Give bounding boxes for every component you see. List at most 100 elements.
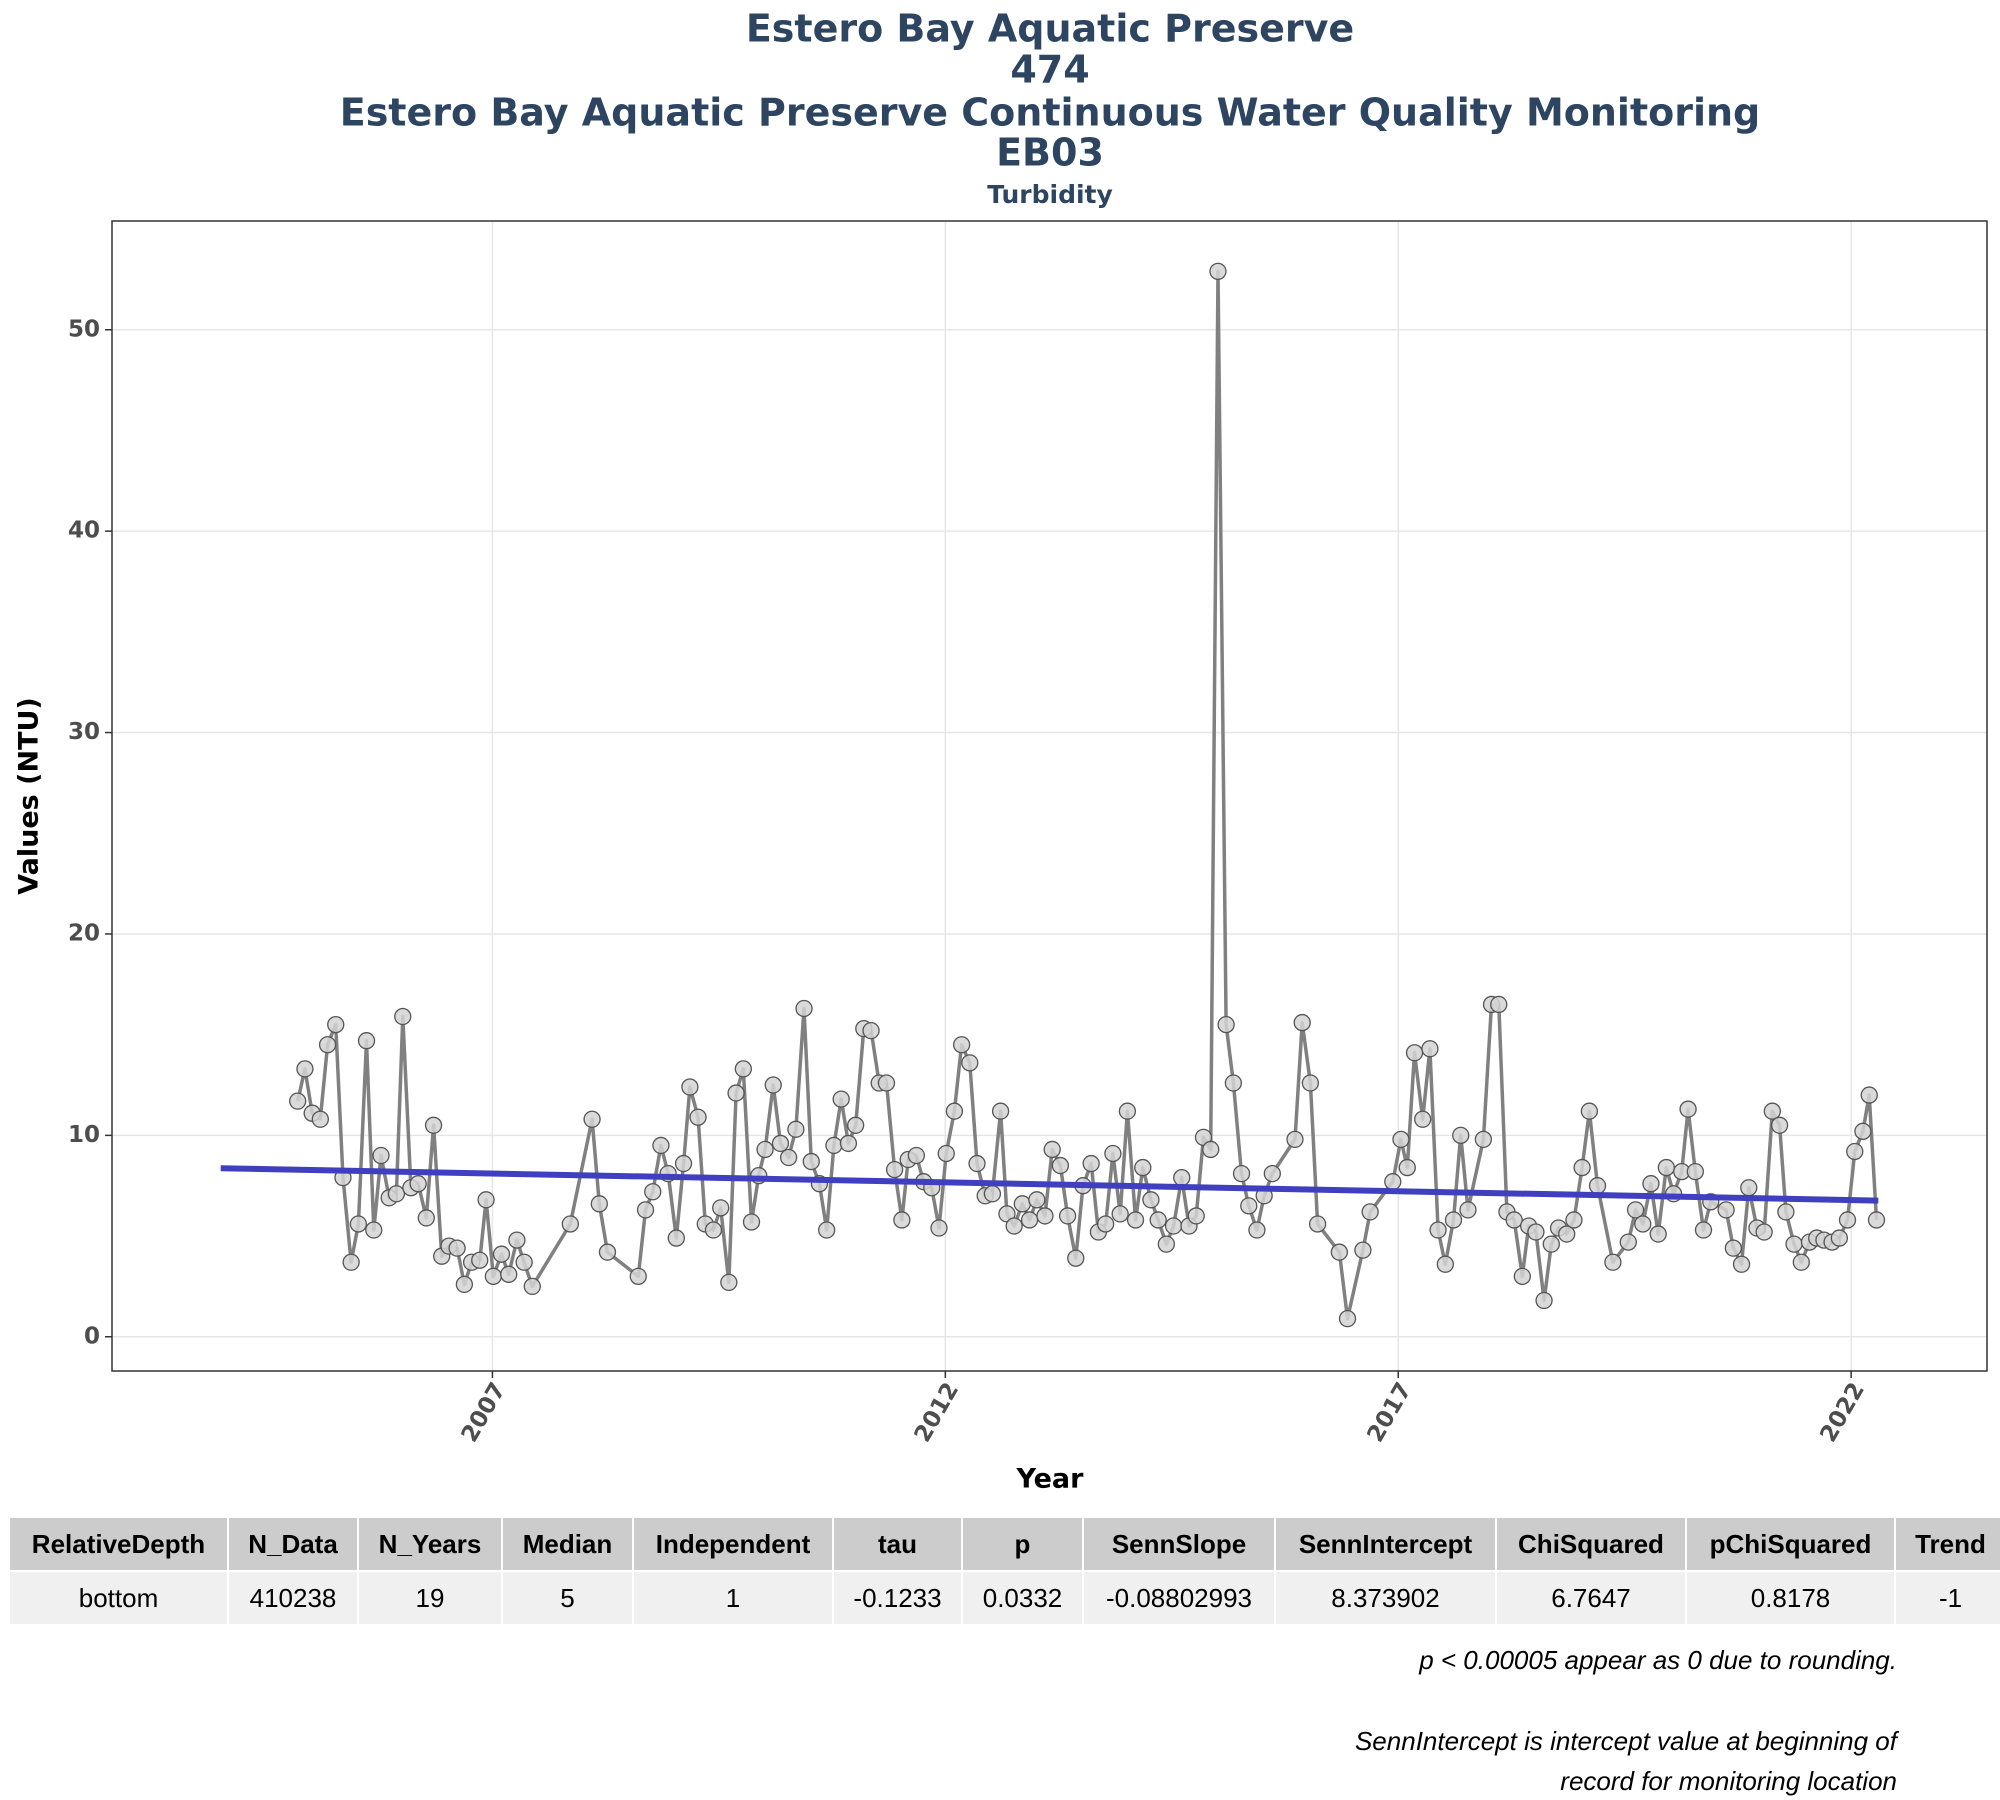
data-point bbox=[1330, 1243, 1349, 1261]
data-point bbox=[1452, 1126, 1470, 1145]
data-point bbox=[1777, 1203, 1795, 1221]
header-cell: p bbox=[963, 1518, 1082, 1570]
data-point bbox=[1398, 1158, 1416, 1177]
data-point bbox=[1694, 1221, 1713, 1239]
data-point bbox=[523, 1277, 541, 1296]
data-point bbox=[1248, 1221, 1266, 1239]
x-tick-label: 2022 bbox=[1815, 1378, 1870, 1446]
data-point bbox=[779, 1148, 798, 1167]
data-point bbox=[1111, 1205, 1129, 1223]
data-point bbox=[394, 1007, 412, 1026]
data-point bbox=[1755, 1223, 1773, 1241]
table-cell: 410238 bbox=[229, 1572, 357, 1624]
data-point bbox=[1118, 1102, 1137, 1120]
data-point bbox=[1020, 1211, 1039, 1229]
data-point bbox=[318, 1036, 337, 1054]
y-tick-label: 30 bbox=[68, 719, 100, 745]
x-tick-label: 2017 bbox=[1363, 1378, 1418, 1446]
y-tick-label: 20 bbox=[68, 920, 100, 946]
data-point bbox=[1263, 1164, 1281, 1183]
data-point bbox=[862, 1021, 880, 1040]
data-point bbox=[471, 1251, 489, 1269]
data-point bbox=[1338, 1309, 1357, 1328]
data-point bbox=[1028, 1191, 1046, 1209]
stats-table: RelativeDepth N_Data N_Years Median Independ… bbox=[8, 1516, 2000, 1626]
x-tick-label: 2012 bbox=[910, 1378, 965, 1446]
data-point bbox=[1867, 1211, 1886, 1229]
plot-frame bbox=[111, 220, 1988, 1372]
note: p < 0.00005 appear as 0 due to rounding. bbox=[1419, 1645, 1897, 1675]
data-point bbox=[1679, 1100, 1697, 1118]
chart-title: EB03 bbox=[996, 131, 1104, 175]
data-point bbox=[756, 1140, 774, 1159]
data-point bbox=[1634, 1215, 1652, 1233]
y-tick-label: 10 bbox=[68, 1122, 100, 1148]
data-point bbox=[1209, 262, 1227, 281]
data-point bbox=[945, 1102, 964, 1120]
table-cell: 6.7647 bbox=[1497, 1572, 1685, 1624]
data-point bbox=[1217, 1015, 1235, 1034]
data-point bbox=[1149, 1211, 1167, 1229]
data-point bbox=[1104, 1144, 1122, 1163]
data-point bbox=[937, 1144, 955, 1163]
data-point bbox=[636, 1201, 655, 1219]
table-cell: -1 bbox=[1896, 1572, 2000, 1624]
table-body: bottom 410238 19 5 1 -0.1233 0.0332 -0.08802993… bbox=[10, 1572, 2000, 1624]
data-point bbox=[1717, 1201, 1735, 1219]
data-point bbox=[681, 1078, 699, 1096]
data-point bbox=[712, 1199, 730, 1217]
data-point bbox=[1361, 1203, 1379, 1221]
data-point bbox=[417, 1209, 435, 1227]
data-point bbox=[825, 1136, 843, 1155]
x-axis-label: Year bbox=[1016, 1464, 1085, 1495]
data-point bbox=[1854, 1122, 1872, 1140]
data-point bbox=[961, 1054, 979, 1072]
trend-line bbox=[220, 1165, 1879, 1204]
data-point bbox=[720, 1273, 738, 1292]
chart-title: 474 bbox=[1010, 48, 1089, 92]
data-point bbox=[734, 1060, 752, 1078]
data-point bbox=[727, 1084, 745, 1102]
table-cell: 0.0332 bbox=[963, 1572, 1082, 1624]
data-point bbox=[771, 1134, 790, 1153]
header-cell: Independent bbox=[634, 1518, 832, 1570]
data-point bbox=[1740, 1179, 1758, 1197]
data-point bbox=[629, 1267, 647, 1285]
data-point bbox=[907, 1146, 925, 1165]
data-point bbox=[492, 1245, 511, 1263]
data-point bbox=[674, 1154, 693, 1173]
data-point bbox=[652, 1136, 670, 1155]
chart-subtitle: Turbidity bbox=[987, 180, 1113, 209]
data-point bbox=[1036, 1207, 1054, 1225]
data-point bbox=[357, 1032, 376, 1050]
table-cell: 5 bbox=[503, 1572, 632, 1624]
data-point bbox=[1846, 1142, 1864, 1161]
data-point bbox=[667, 1229, 685, 1247]
data-point bbox=[1588, 1177, 1607, 1195]
data-point bbox=[1573, 1158, 1591, 1177]
data-point bbox=[1308, 1215, 1327, 1233]
data-point bbox=[1126, 1211, 1145, 1229]
table-cell: bottom bbox=[10, 1572, 227, 1624]
data-point bbox=[802, 1152, 820, 1171]
data-point bbox=[1565, 1211, 1583, 1229]
data-point bbox=[1770, 1116, 1789, 1134]
data-point bbox=[704, 1221, 723, 1239]
data-point bbox=[1421, 1040, 1439, 1058]
data-point bbox=[1232, 1164, 1251, 1183]
data-point bbox=[455, 1275, 474, 1294]
y-tick-label: 0 bbox=[84, 1323, 100, 1349]
data-point bbox=[1436, 1255, 1454, 1273]
data-point bbox=[1542, 1235, 1560, 1253]
data-point bbox=[1732, 1255, 1751, 1273]
header-cell: pChiSquared bbox=[1687, 1518, 1894, 1570]
data-point bbox=[1642, 1175, 1660, 1193]
data-point bbox=[477, 1191, 495, 1209]
table-cell: -0.08802993 bbox=[1084, 1572, 1274, 1624]
data-point bbox=[877, 1074, 896, 1092]
data-point bbox=[1444, 1211, 1463, 1229]
data-point bbox=[742, 1213, 761, 1231]
data-point bbox=[1293, 1013, 1311, 1032]
note: SennIntercept is intercept value at begi… bbox=[1354, 1726, 1897, 1756]
